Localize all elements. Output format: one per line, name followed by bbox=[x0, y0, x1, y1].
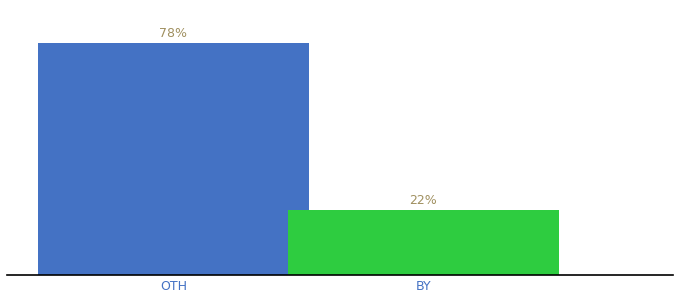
Text: 22%: 22% bbox=[409, 194, 437, 207]
Bar bbox=[38, 43, 309, 275]
Bar bbox=[288, 210, 558, 275]
Text: 78%: 78% bbox=[160, 27, 188, 40]
